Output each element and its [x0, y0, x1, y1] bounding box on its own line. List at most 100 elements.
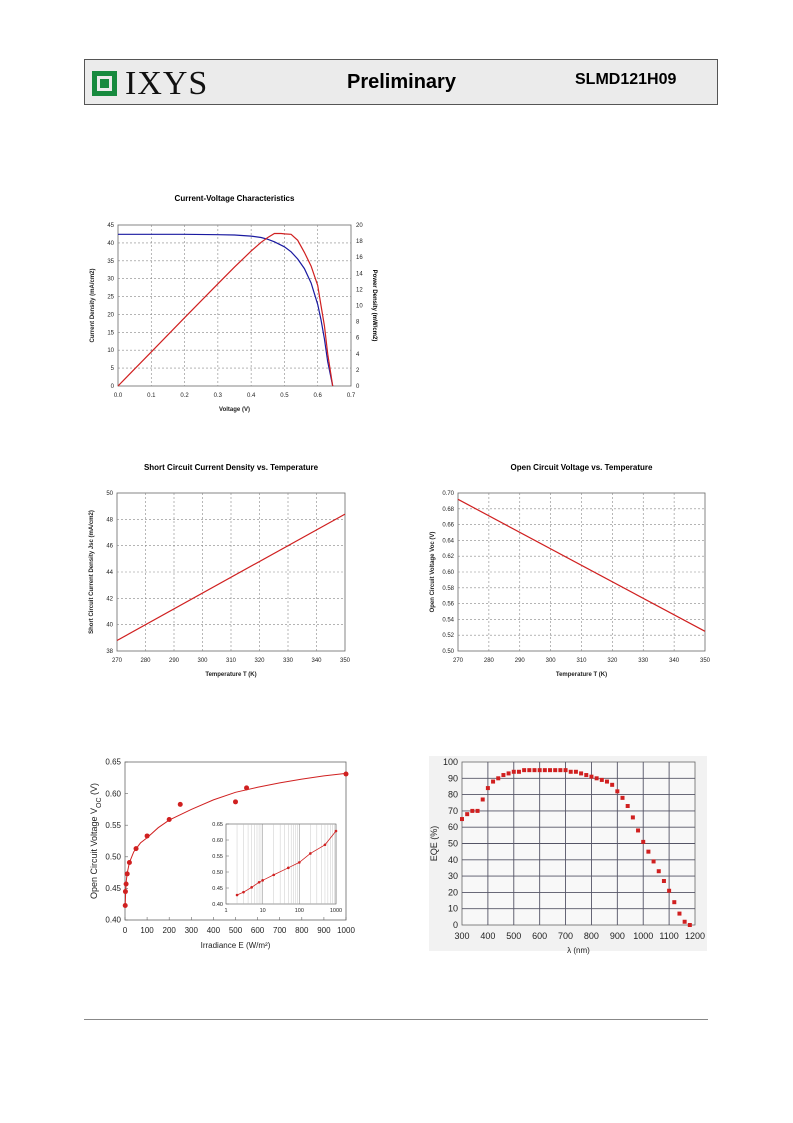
x-tick-label: 600 — [532, 931, 547, 941]
data-point — [506, 771, 511, 776]
data-point — [599, 777, 604, 782]
data-point — [485, 786, 490, 791]
y-tick-label: 30 — [448, 871, 458, 881]
x-tick-label: 1000 — [633, 931, 653, 941]
chart-title: Short Circuit Current Density vs. Temper… — [144, 463, 319, 472]
x-tick-label: 290 — [169, 658, 180, 664]
y-tick-label: 70 — [448, 806, 458, 816]
x-tick-label: 320 — [254, 658, 265, 664]
data-point — [460, 817, 464, 822]
data-point — [641, 839, 646, 844]
x-tick-label: 340 — [311, 658, 322, 664]
y2-tick-label: 12 — [356, 287, 363, 293]
x-tick-label: 350 — [700, 658, 711, 664]
y-axis-label: Open Circuit Voltage Voc (V) — [430, 532, 436, 613]
chart-title: Open Circuit Voltage vs. Temperature — [511, 463, 654, 472]
y-tick-label: 0.62 — [442, 554, 454, 560]
data-point — [343, 771, 349, 777]
y-tick-label: 42 — [106, 596, 113, 602]
x-tick-label: 300 — [185, 926, 199, 935]
y-tick-label: 0.45 — [105, 884, 121, 893]
x-tick-label: 500 — [506, 931, 521, 941]
data-point — [527, 768, 532, 773]
x-tick-label: 1200 — [685, 931, 705, 941]
data-point — [579, 771, 584, 776]
data-point — [604, 779, 609, 784]
data-point — [233, 799, 238, 805]
footer-divider — [84, 1019, 708, 1020]
x-tick-label: 310 — [576, 658, 587, 664]
y-tick-label: 10 — [107, 348, 114, 354]
inset-data-point — [235, 893, 239, 897]
x-tick-label: 400 — [207, 926, 221, 935]
y-tick-label: 40 — [448, 855, 458, 865]
inset-data-point — [309, 852, 312, 855]
series-line-2 — [117, 232, 334, 387]
y2-tick-label: 18 — [356, 239, 363, 245]
y-tick-label: 0.65 — [105, 758, 121, 767]
data-point — [553, 768, 558, 773]
x-tick-label: 0.2 — [180, 393, 189, 399]
x-tick-label: 0.4 — [247, 393, 256, 399]
y-tick-label: 0.50 — [442, 649, 454, 655]
y-axis-label: EQE (%) — [429, 826, 439, 862]
x-tick-label: 300 — [546, 658, 557, 664]
y2-tick-label: 4 — [356, 352, 360, 358]
data-point — [620, 795, 625, 800]
inset-y-tick-label: 0.55 — [212, 854, 223, 860]
inset-y-tick-label: 0.60 — [212, 838, 223, 844]
data-point — [244, 785, 250, 791]
y-tick-label: 0 — [453, 920, 458, 930]
inset-y-tick-label: 0.50 — [212, 870, 223, 876]
data-point — [630, 815, 635, 820]
x-tick-label: 300 — [454, 931, 469, 941]
inset-x-tick-label: 1 — [224, 908, 227, 914]
y2-tick-label: 8 — [356, 320, 360, 326]
data-point — [124, 871, 130, 877]
y-tick-label: 48 — [106, 517, 113, 523]
y2-tick-label: 6 — [356, 336, 360, 342]
data-point — [123, 881, 129, 887]
y-tick-label: 0.64 — [442, 538, 454, 544]
inset-x-tick-label: 1000 — [330, 908, 342, 914]
data-point — [126, 859, 132, 865]
data-point — [465, 812, 470, 817]
inset-data-point — [257, 880, 261, 884]
y-tick-label: 0.68 — [442, 507, 454, 513]
part-number: SLMD121H09 — [575, 71, 677, 88]
data-point — [677, 911, 682, 916]
x-tick-label: 900 — [317, 926, 331, 935]
data-point — [625, 804, 630, 809]
data-point — [682, 919, 687, 924]
y-tick-label: 0.55 — [105, 821, 121, 830]
y-tick-label: 10 — [448, 904, 458, 914]
y-tick-label: 0.60 — [105, 789, 121, 798]
data-point — [122, 902, 128, 908]
x-tick-label: 320 — [607, 658, 618, 664]
x-tick-label: 800 — [295, 926, 309, 935]
x-tick-label: 270 — [112, 658, 123, 664]
y-tick-label: 0.66 — [442, 523, 454, 529]
inset-data-point — [250, 886, 253, 889]
series-line-1 — [457, 498, 706, 632]
chart-title: Current-Voltage Characteristics — [175, 194, 295, 203]
data-point — [672, 900, 677, 905]
data-point — [558, 768, 563, 773]
series-line-1 — [116, 513, 346, 642]
plot-area — [117, 224, 352, 387]
inset-y-tick-label: 0.40 — [212, 902, 223, 908]
x-tick-label: 330 — [638, 658, 649, 664]
inset-data-point — [298, 861, 301, 864]
data-point — [646, 849, 651, 854]
y2-tick-label: 2 — [356, 368, 360, 374]
data-point — [589, 774, 594, 779]
x-axis-label: Irradiance E (W/m²) — [201, 941, 271, 950]
y-tick-label: 0.58 — [442, 586, 454, 592]
y-tick-label: 46 — [106, 544, 113, 550]
x-tick-label: 270 — [453, 658, 464, 664]
x-tick-label: 0.5 — [280, 393, 289, 399]
x-tick-label: 100 — [140, 926, 154, 935]
data-point — [122, 889, 128, 895]
data-point — [661, 878, 666, 883]
